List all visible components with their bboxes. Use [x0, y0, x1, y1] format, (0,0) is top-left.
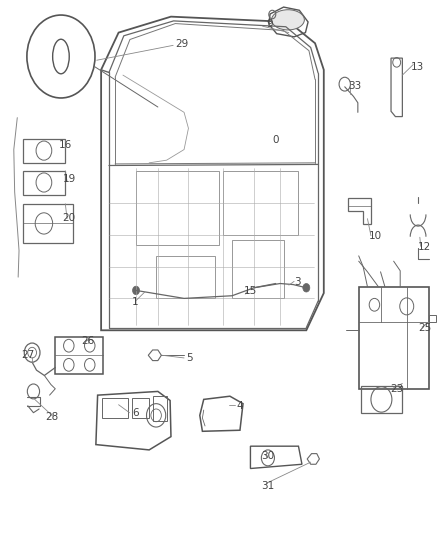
Text: 6: 6: [132, 408, 138, 418]
Text: 27: 27: [21, 350, 35, 360]
Bar: [102, 398, 128, 418]
Text: 30: 30: [261, 451, 275, 461]
Bar: [132, 398, 149, 418]
Circle shape: [303, 284, 310, 292]
Text: 15: 15: [244, 286, 257, 296]
Text: 25: 25: [418, 323, 432, 333]
Text: 3: 3: [294, 277, 301, 287]
Text: 4: 4: [237, 401, 243, 411]
Text: 28: 28: [46, 413, 59, 423]
Text: 5: 5: [186, 353, 193, 364]
Circle shape: [133, 286, 140, 295]
Text: 29: 29: [175, 39, 188, 49]
Text: 13: 13: [411, 62, 424, 71]
Text: 10: 10: [369, 231, 382, 241]
Bar: [152, 396, 167, 421]
Text: 23: 23: [391, 384, 404, 394]
Text: 1: 1: [132, 296, 138, 306]
Text: 12: 12: [417, 243, 431, 252]
Ellipse shape: [272, 10, 304, 30]
Text: 31: 31: [261, 481, 275, 490]
Text: 16: 16: [59, 140, 72, 150]
Text: 19: 19: [63, 174, 76, 184]
Text: 26: 26: [81, 336, 95, 346]
Text: 20: 20: [62, 213, 75, 223]
Text: 0: 0: [272, 135, 279, 145]
Text: 33: 33: [348, 81, 361, 91]
Text: 9: 9: [266, 19, 272, 29]
